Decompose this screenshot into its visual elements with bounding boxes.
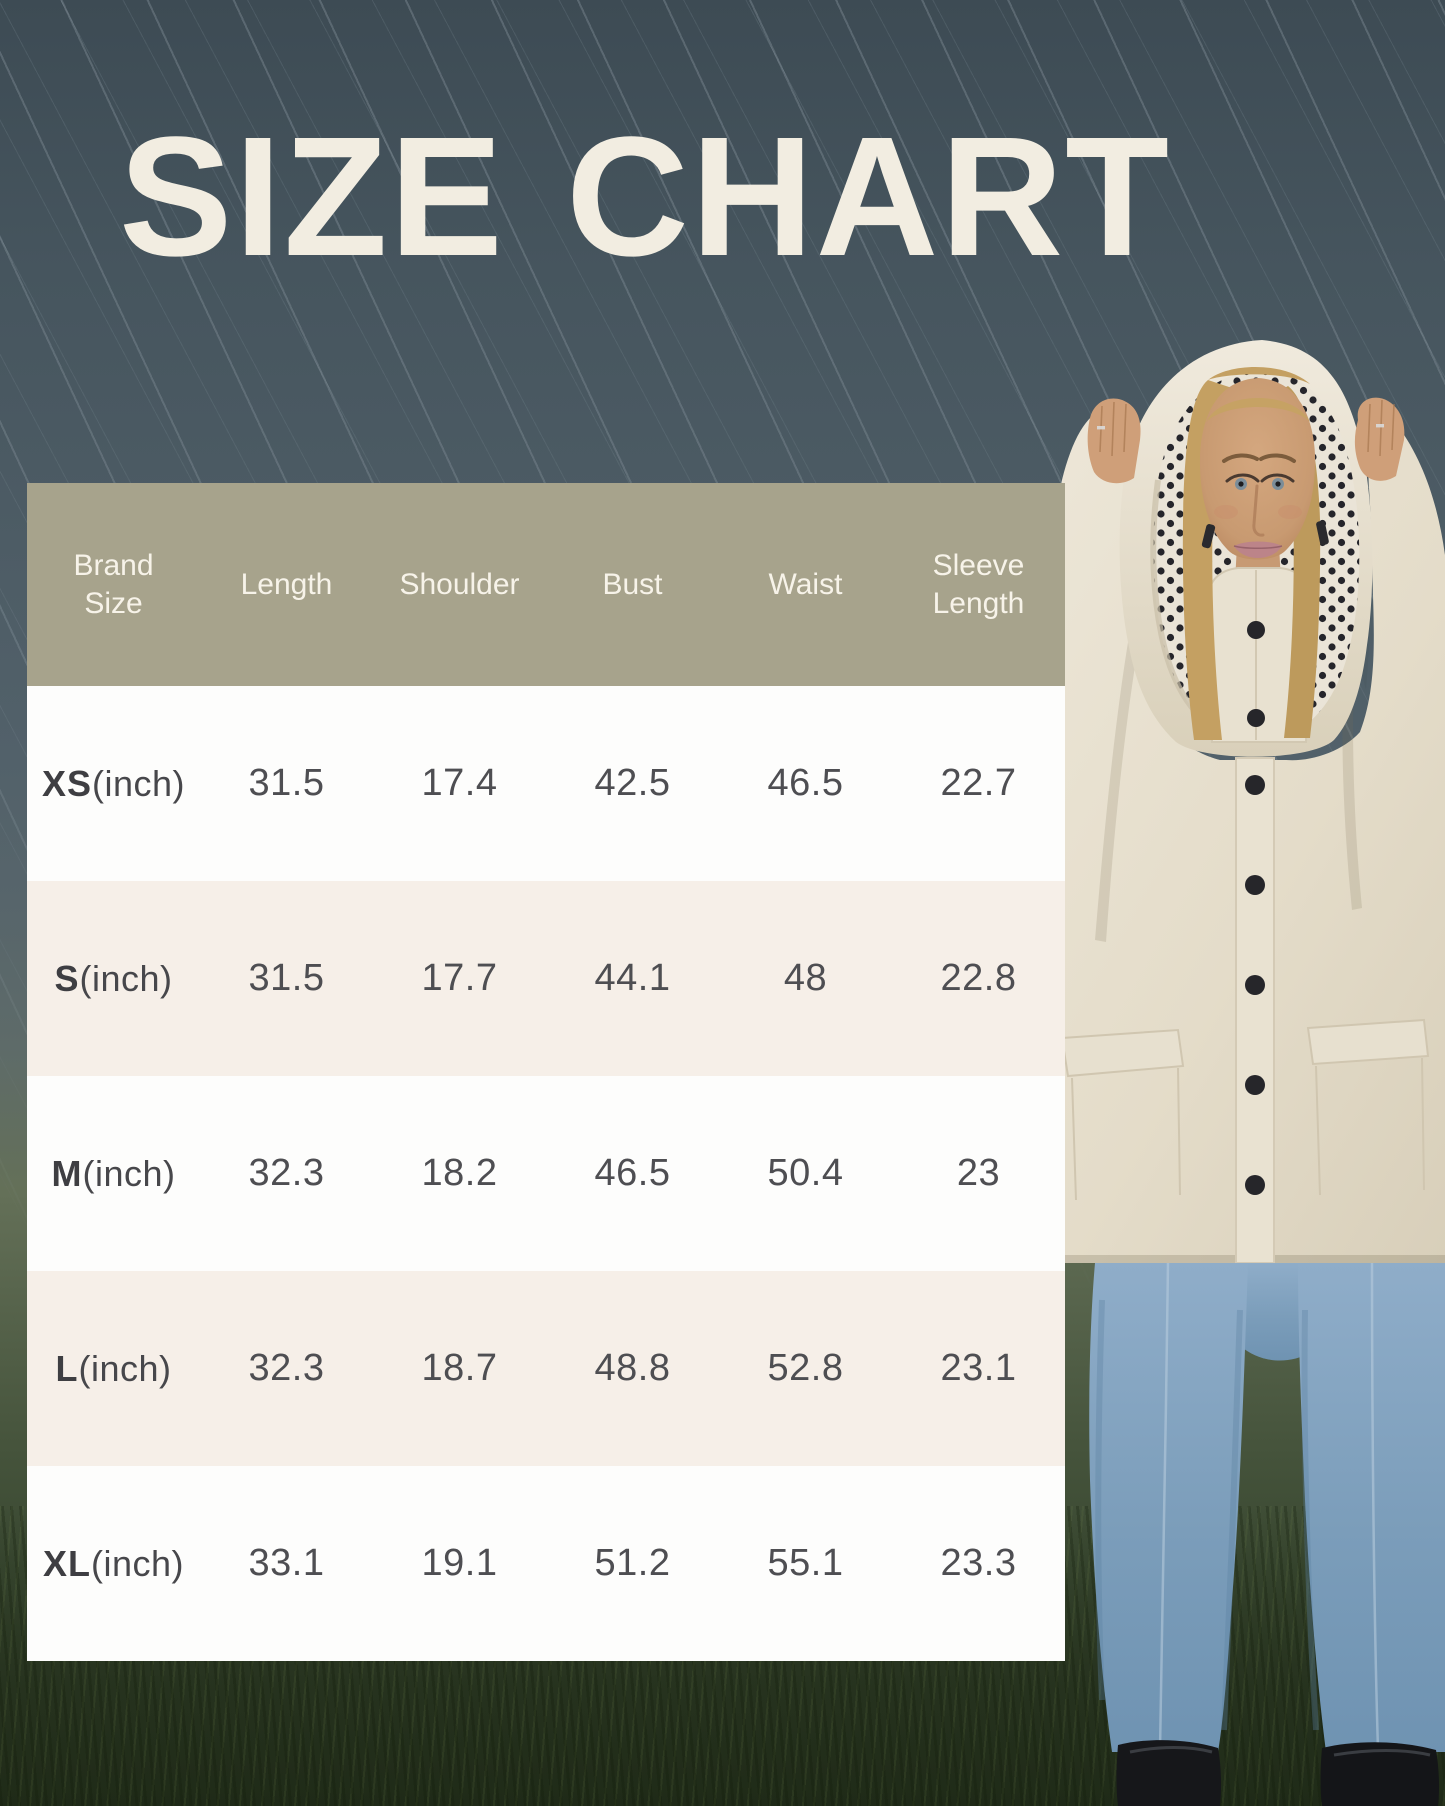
measurement-cell: 17.4	[421, 762, 498, 804]
size-unit: (inch)	[78, 1347, 172, 1389]
eyes	[1225, 473, 1295, 490]
header-cell-shoulder: Shoulder	[399, 567, 520, 601]
measurement-cell: 50.4	[767, 1152, 844, 1194]
size-value: M	[51, 1152, 83, 1194]
lips	[1234, 541, 1282, 558]
measurement-cell: 23.1	[940, 1347, 1017, 1389]
size-unit: (inch)	[82, 1152, 176, 1194]
header-cell-sleeve-length: Sleeve Length	[932, 549, 1025, 620]
measurement-cell: 18.2	[421, 1152, 498, 1194]
measurement-cell: 17.7	[421, 957, 498, 999]
measurement-cell: 33.1	[248, 1542, 325, 1584]
coat-details	[1060, 757, 1430, 1264]
measurement-cell: 48	[783, 957, 828, 999]
measurement-cell: 19.1	[421, 1542, 498, 1584]
measurement-cell: 44.1	[594, 957, 671, 999]
measurement-cell: 32.3	[248, 1347, 325, 1389]
measurement-cell: 22.8	[940, 957, 1017, 999]
size-unit: (inch)	[92, 762, 186, 804]
measurement-cell: 52.8	[767, 1347, 844, 1389]
size-value: L	[55, 1347, 79, 1389]
row-l: L(inch) 32.3 18.7 48.8 52.8 23.1	[27, 1271, 1065, 1466]
face	[1199, 378, 1316, 560]
size-label-xl: XL(inch)	[27, 1543, 200, 1585]
page-title: SIZE CHART	[119, 102, 1171, 292]
hands	[1087, 397, 1405, 484]
header-cell-waist: Waist	[768, 567, 843, 601]
size-label-l: L(inch)	[27, 1348, 200, 1390]
measurement-cell: 23	[956, 1152, 1001, 1194]
buttons	[1245, 775, 1265, 1195]
measurement-cell: 23.3	[940, 1542, 1017, 1584]
header-cell-length: Length	[240, 567, 333, 601]
measurement-cell: 42.5	[594, 762, 671, 804]
size-table-header: Brand Size Length Shoulder Bust Waist Sl…	[27, 483, 1065, 686]
size-value: XL	[42, 1542, 91, 1584]
hairline	[1206, 398, 1310, 422]
measurement-cell: 22.7	[940, 762, 1017, 804]
jeans	[1089, 1262, 1445, 1752]
header-cell-bust: Bust	[602, 567, 663, 601]
measurement-cell: 46.5	[594, 1152, 671, 1194]
eyebrows	[1222, 453, 1296, 463]
row-xs: XS(inch) 31.5 17.4 42.5 46.5 22.7	[27, 686, 1065, 881]
row-m: M(inch) 32.3 18.2 46.5 50.4 23	[27, 1076, 1065, 1271]
pocket-flaps	[1060, 1018, 1430, 1201]
drawstrings	[1201, 520, 1329, 549]
measurement-cell: 32.3	[248, 1152, 325, 1194]
size-label-xs: XS(inch)	[27, 763, 200, 805]
measurement-cell: 31.5	[248, 957, 325, 999]
size-label-s: S(inch)	[27, 958, 200, 1000]
measurement-cell: 51.2	[594, 1542, 671, 1584]
header-cell-brand-size: Brand Size	[73, 549, 154, 620]
nose	[1252, 484, 1265, 537]
size-value: XS	[41, 762, 92, 804]
size-value: S	[54, 957, 80, 999]
measurement-cell: 31.5	[248, 762, 325, 804]
size-label-m: M(inch)	[27, 1153, 200, 1195]
row-s: S(inch) 31.5 17.7 44.1 48 22.8	[27, 881, 1065, 1076]
size-unit: (inch)	[79, 957, 173, 999]
measurement-cell: 48.8	[594, 1347, 671, 1389]
row-xl: XL(inch) 33.1 19.1 51.2 55.1 23.3	[27, 1466, 1065, 1661]
size-table: Brand Size Length Shoulder Bust Waist Sl…	[27, 483, 1065, 1661]
boots	[1116, 1740, 1440, 1806]
measurement-cell: 18.7	[421, 1347, 498, 1389]
size-unit: (inch)	[90, 1542, 185, 1584]
measurement-cell: 46.5	[767, 762, 844, 804]
measurement-cell: 55.1	[767, 1542, 844, 1584]
